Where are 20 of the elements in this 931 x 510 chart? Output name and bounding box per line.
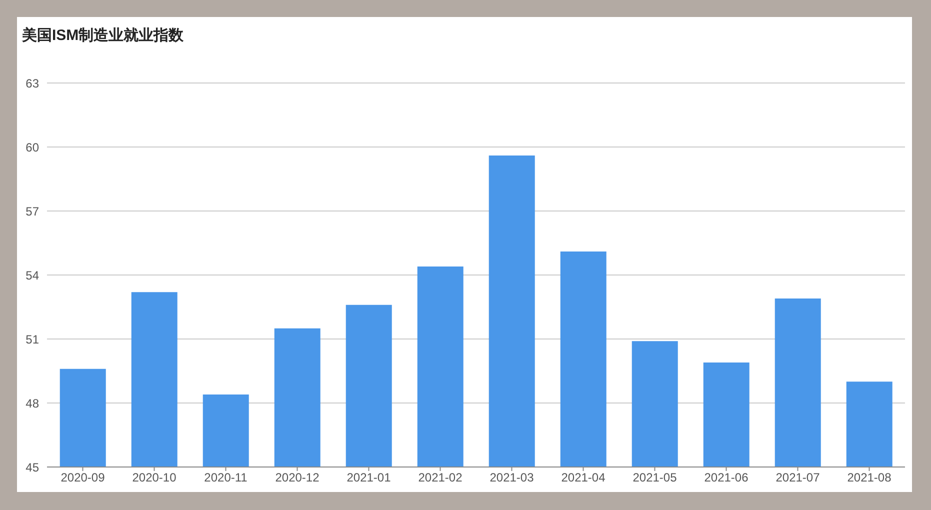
y-tick-label: 60 <box>26 140 40 154</box>
x-tick-label: 2020-10 <box>132 470 177 485</box>
x-tick-label: 2021-08 <box>847 470 892 485</box>
y-tick-label: 51 <box>26 332 40 346</box>
y-tick-label: 54 <box>26 268 40 282</box>
y-tick-label: 63 <box>26 76 40 90</box>
y-tick-label: 57 <box>26 204 40 218</box>
x-tick-label: 2021-06 <box>704 470 749 485</box>
x-tick-label: 2021-07 <box>776 470 820 485</box>
x-tick-label: 2021-01 <box>346 470 392 485</box>
chart-title: 美国ISM制造业就业指数 <box>22 26 184 45</box>
x-tick-label: 2020-12 <box>275 470 320 485</box>
x-tick-label: 2021-02 <box>418 470 463 485</box>
x-tick-label: 2020-09 <box>60 470 106 485</box>
x-tick-label: 2021-05 <box>632 470 678 485</box>
y-tick-label: 48 <box>26 396 40 410</box>
x-tick-label: 2021-03 <box>490 470 534 485</box>
x-tick-label: 2020-11 <box>204 470 248 485</box>
y-tick-label: 45 <box>26 460 40 474</box>
x-tick-label: 2021-04 <box>561 470 606 485</box>
